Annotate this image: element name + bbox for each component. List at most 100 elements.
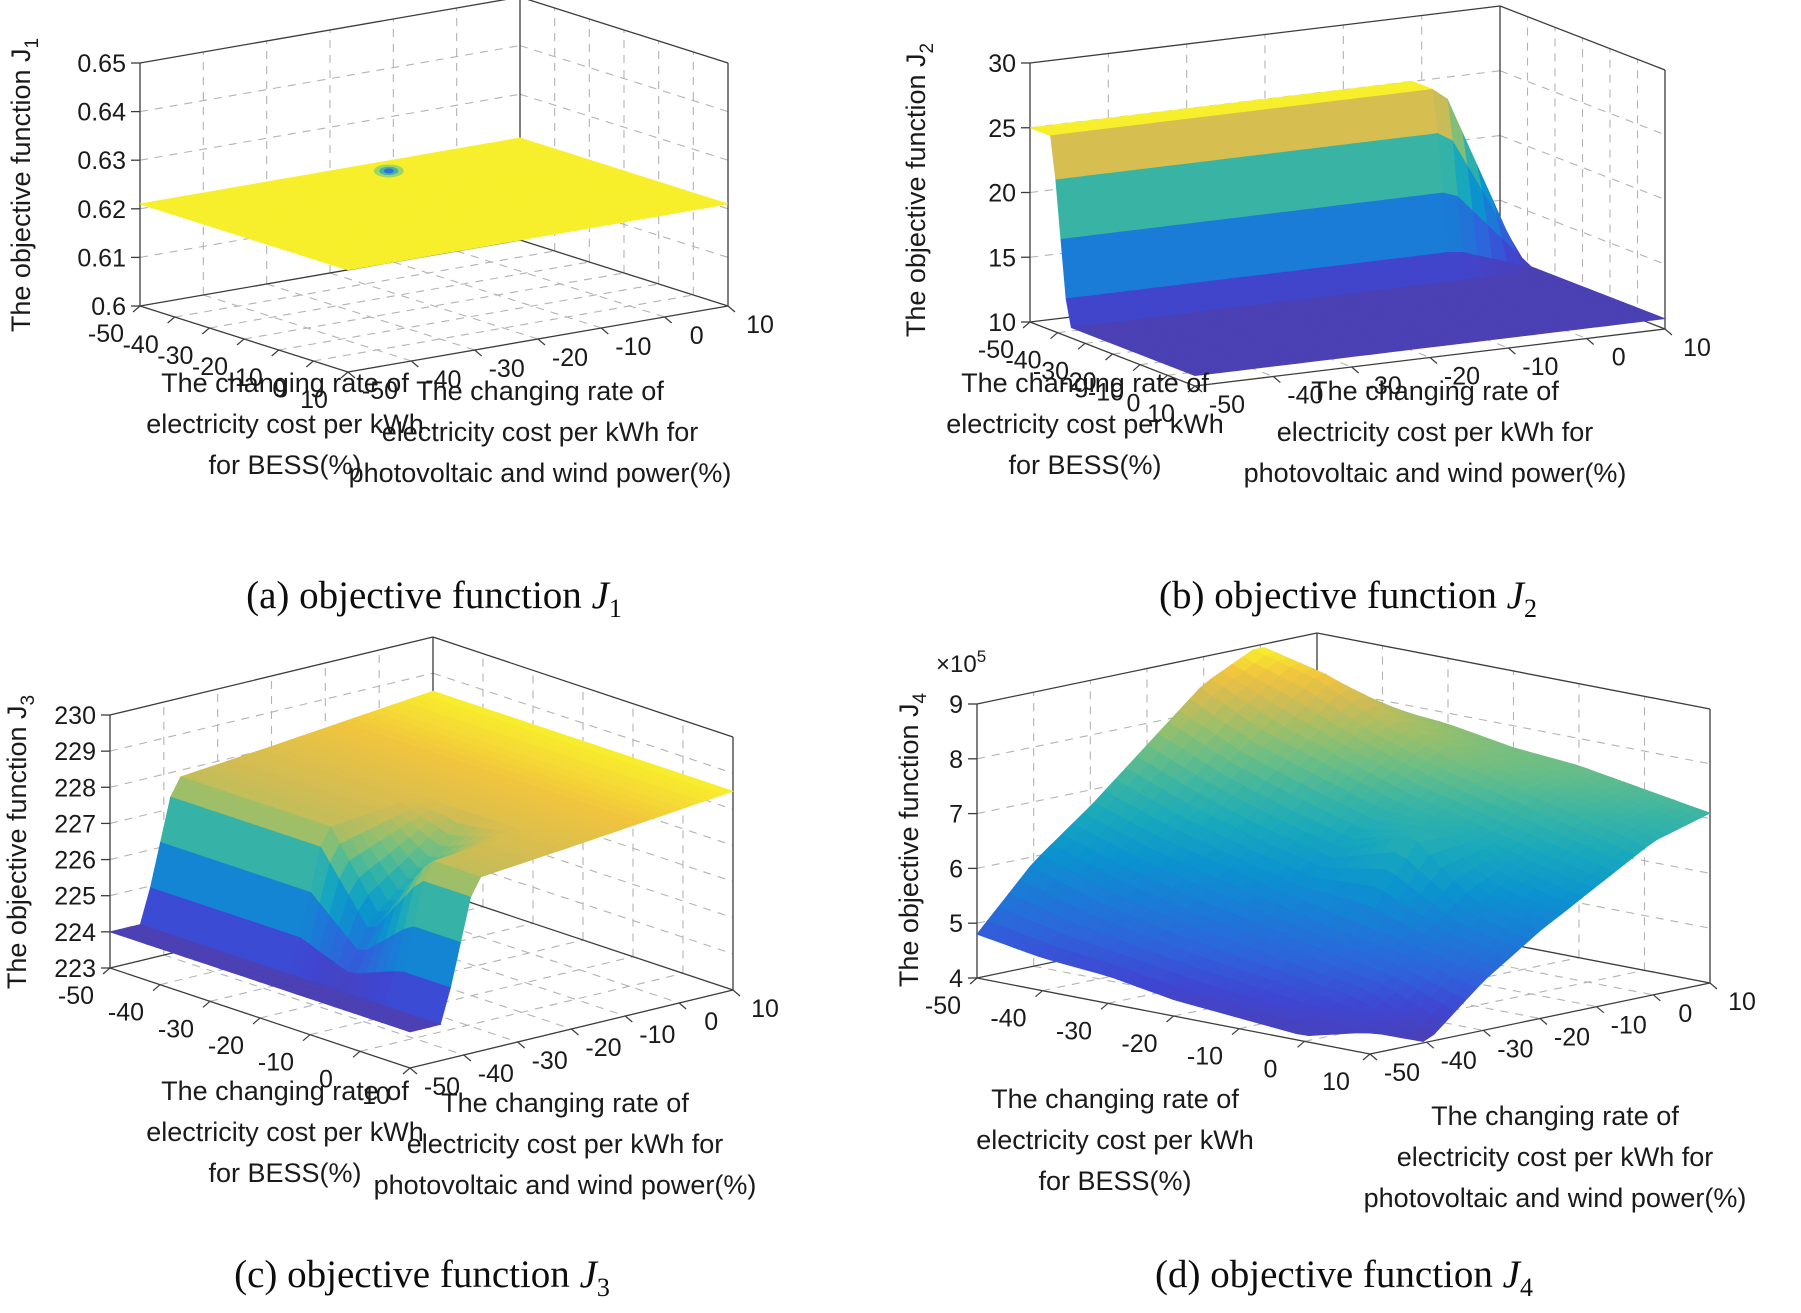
axis-line (139, 0, 507, 64)
z-tick-label: 20 (988, 180, 1016, 208)
pv-tick-label: 0 (690, 322, 704, 350)
axis-line (252, 1017, 261, 1025)
caption-b-var: J (1506, 574, 1524, 617)
surface-b (1029, 80, 1666, 377)
z-tick-label: 0.63 (77, 147, 126, 175)
plot-d: 4 5 6 7 8 9 -50 -40 -30 -20 -10 0 10 -50 -40 -30 -20 -10 0… (894, 632, 1756, 1213)
caption-d: (d) objective function J4 (944, 1252, 1744, 1303)
axis-line (352, 1050, 361, 1058)
axis-line (1022, 321, 1031, 329)
surface-d (976, 647, 1712, 1042)
pv-tick-label: -20 (552, 344, 588, 372)
surface-a (139, 137, 729, 271)
caption-c: (c) objective function J3 (22, 1252, 822, 1303)
axis-line (167, 316, 176, 324)
z-tick-label: 0.61 (77, 244, 126, 272)
axis-line (1596, 1006, 1605, 1014)
pv-tick-label: -40 (1441, 1047, 1477, 1075)
axis-line (243, 272, 625, 340)
axis-line (1351, 366, 1360, 374)
axis-line (1664, 328, 1673, 336)
pv-tick-label: 10 (746, 311, 774, 339)
axis-line (302, 1034, 311, 1042)
pv-tick-label: -40 (478, 1060, 514, 1088)
pv-tick-label: 10 (1683, 334, 1711, 362)
axis-line (527, 0, 729, 64)
z-tick-label: 225 (54, 883, 96, 911)
axis-line (102, 967, 111, 975)
z-tick-label: 0.6 (91, 293, 126, 321)
bess-tick-label: -40 (108, 999, 144, 1027)
pv-tick-label: 0 (1612, 344, 1626, 372)
bess-axis-label-d: The changing rate of electricity cost per… (976, 1084, 1254, 1196)
axis-line (402, 1067, 411, 1075)
axis-line (1709, 982, 1718, 990)
grid-a (139, 8, 729, 362)
z-tick-label: 230 (54, 702, 96, 730)
axis-line (266, 283, 475, 351)
z-tick-label: 9 (949, 691, 963, 719)
axis-line (519, 45, 729, 113)
axis-line (139, 93, 521, 161)
z-tick-label: 6 (949, 855, 963, 883)
bess-tick-label: 0 (1264, 1055, 1278, 1083)
axis-line (1166, 1015, 1174, 1023)
z-tick-label: 228 (54, 774, 96, 802)
bess-tick-label: -50 (925, 992, 961, 1020)
pv-tick-label: -30 (1497, 1035, 1533, 1063)
z-tick-label: 223 (54, 955, 96, 983)
caption-c-sub: 3 (596, 1272, 610, 1302)
axis-line (1426, 1041, 1435, 1049)
z-tick-label: 0.64 (77, 99, 126, 127)
axis-line (1482, 1029, 1491, 1037)
caption-c-text: (c) objective function (234, 1253, 580, 1296)
pv-tick-label: -20 (585, 1034, 621, 1062)
z-axis-label-b: The objective function J2 (901, 43, 938, 337)
z-tick-label: 229 (54, 738, 96, 766)
axis-line (152, 984, 161, 992)
pv-tick-label: -30 (532, 1047, 568, 1075)
bess-tick-label: -10 (1187, 1043, 1223, 1071)
axis-line (278, 283, 659, 351)
caption-a: (a) objective function J1 (34, 573, 834, 624)
pv-tick-label: -50 (1384, 1059, 1420, 1087)
pv-tick-label: 0 (1678, 1000, 1692, 1028)
axis-line (1077, 342, 1086, 350)
axis-line (571, 1028, 579, 1036)
axis-line (139, 45, 521, 113)
axis-line (313, 294, 694, 362)
axis-line (1297, 1040, 1305, 1048)
axis-line (1586, 338, 1595, 345)
bess-tick-label: -20 (1121, 1030, 1157, 1058)
axis-line (474, 349, 483, 357)
axis-line (1539, 1018, 1548, 1025)
bess-tick-label: -10 (258, 1049, 294, 1077)
axis-line (1429, 357, 1438, 364)
caption-a-text: (a) objective function (246, 574, 592, 617)
axis-line (664, 316, 673, 324)
z-tick-label: 25 (988, 115, 1016, 143)
axis-line (202, 1000, 211, 1008)
axis-line (1231, 1028, 1240, 1036)
pv-tick-label: 10 (751, 995, 779, 1023)
axis-line (678, 1002, 687, 1010)
z-tick-label: 5 (949, 910, 963, 938)
pv-tick-label: -10 (1611, 1012, 1647, 1040)
axis-line (409, 1067, 418, 1075)
z-axis-label-a: The objective function J1 (6, 38, 43, 332)
axis-line (174, 250, 555, 318)
axis-line (132, 305, 141, 313)
axis-line (600, 327, 609, 335)
plot-a: 0.6 0.61 0.62 0.63 0.64 0.65 -50-40-30 -20 -10 0 1… (6, 0, 774, 488)
plot-c: 223 224 225 226 227 228 229 230 -50 -40 -30 -20 -10 0… (2, 636, 779, 1200)
axis-line (1105, 353, 1113, 361)
axis-line (1029, 5, 1501, 64)
axis-line (969, 977, 978, 985)
caption-a-var: J (591, 574, 609, 617)
bess-tick-label: -40 (990, 1005, 1026, 1033)
axis-line (1272, 376, 1281, 383)
caption-b: (b) objective function J2 (948, 573, 1748, 624)
caption-d-text: (d) objective function (1155, 1253, 1503, 1296)
axis-line (1652, 994, 1661, 1002)
axis-line (517, 1041, 526, 1049)
